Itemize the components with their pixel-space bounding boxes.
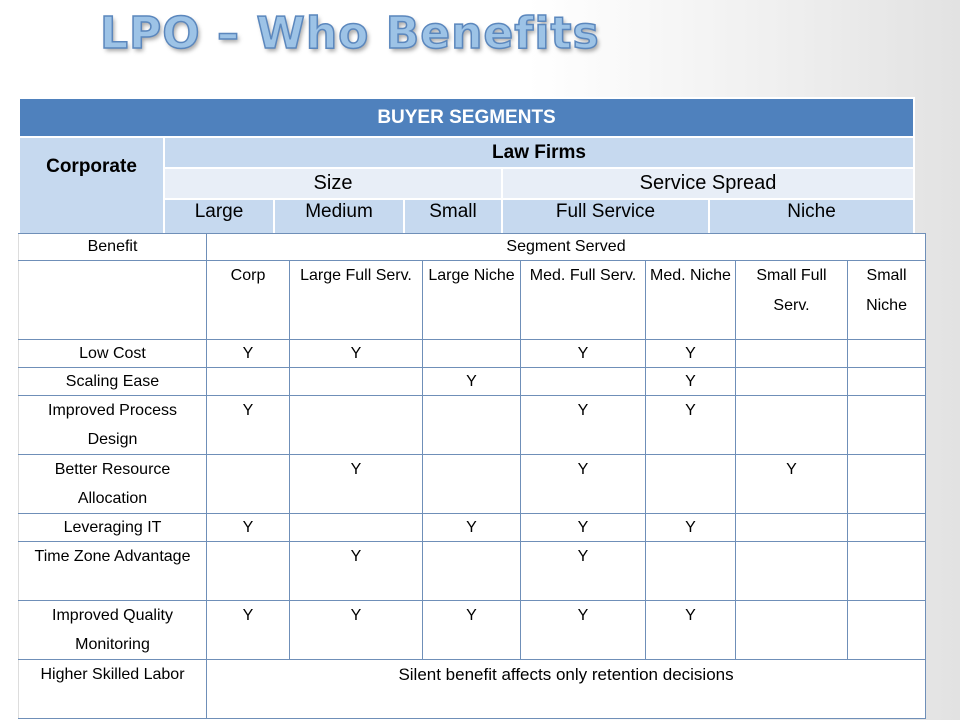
table-cell: Y: [520, 339, 646, 368]
table-cell: Y: [645, 513, 736, 542]
corporate-header: Corporate: [18, 136, 165, 236]
table-cell: Y: [206, 395, 290, 455]
table-row: Scaling Ease Y Y: [18, 367, 927, 396]
table-cell: Y: [422, 367, 521, 396]
table-cell: Y: [645, 600, 736, 660]
table-cell: [645, 541, 736, 601]
slide-title: LPO – Who Benefits: [99, 7, 600, 60]
table-cell: [645, 454, 736, 514]
benefit-label: Higher Skilled Labor: [18, 659, 207, 719]
table-cell: Y: [520, 541, 646, 601]
table-cell: Y: [645, 395, 736, 455]
size-header: Size: [163, 167, 503, 200]
medium-header: Medium: [273, 198, 405, 236]
column-header: Med. Niche: [645, 260, 736, 340]
benefit-column-header: Benefit: [18, 233, 207, 261]
table-cell: Y: [520, 513, 646, 542]
table-cell: [735, 541, 848, 601]
table-row: Time Zone Advantage Y Y: [18, 541, 927, 601]
table-cell: [846, 600, 927, 660]
table-cell: Y: [645, 367, 736, 396]
table-row: Improved Process Design Y Y Y: [18, 395, 927, 455]
table-cell: [289, 367, 423, 396]
benefit-label: Improved Quality Monitoring: [18, 600, 207, 660]
table-row: Higher Skilled Labor Silent benefit affe…: [18, 659, 927, 719]
table-cell: [422, 541, 521, 601]
table-cell: Y: [422, 513, 521, 542]
full-service-header: Full Service: [501, 198, 710, 236]
column-header: Large Niche: [422, 260, 521, 340]
benefit-label: Time Zone Advantage: [18, 541, 207, 601]
benefit-label: Better Resource Allocation: [18, 454, 207, 514]
table-cell: Y: [289, 454, 423, 514]
table-cell: [735, 339, 848, 368]
column-header: Med. Full Serv.: [520, 260, 646, 340]
table-cell: Y: [645, 339, 736, 368]
table-cell: Y: [520, 600, 646, 660]
table-row: Low Cost Y Y Y Y: [18, 339, 927, 368]
benefit-label: Scaling Ease: [18, 367, 207, 396]
table-cell: [289, 395, 423, 455]
small-header: Small: [403, 198, 503, 236]
table-cell: Y: [206, 600, 290, 660]
benefit-column-header-blank: [18, 260, 207, 340]
table-cell: [846, 513, 927, 542]
table-cell: Y: [289, 339, 423, 368]
column-header: Corp: [206, 260, 290, 340]
table-cell: Y: [206, 513, 290, 542]
table-cell: Y: [289, 600, 423, 660]
benefit-label: Low Cost: [18, 339, 207, 368]
table-cell: [422, 395, 521, 455]
table-cell: [422, 339, 521, 368]
segment-served-header: Segment Served: [205, 233, 927, 261]
table-cell: [846, 367, 927, 396]
table-cell: [206, 367, 290, 396]
niche-header: Niche: [707, 198, 916, 236]
table-row: Leveraging IT Y Y Y Y: [18, 513, 927, 542]
table-cell: [735, 367, 848, 396]
buyer-segments-table: BUYER SEGMENTS Corporate Law Firms Size …: [17, 97, 916, 236]
benefits-table: Benefit Segment Served Corp Large Full S…: [18, 233, 927, 719]
table-cell: [206, 541, 290, 601]
table-cell: [846, 395, 927, 455]
benefit-label: Leveraging IT: [18, 513, 207, 542]
table-row: Improved Quality Monitoring Y Y Y Y Y: [18, 600, 927, 660]
table-cell: [206, 454, 290, 514]
table-cell: [735, 600, 848, 660]
table-cell: Y: [520, 395, 646, 455]
law-firms-header: Law Firms: [162, 136, 916, 169]
table-cell: Y: [206, 339, 290, 368]
table-cell: [520, 367, 646, 396]
table-cell: [846, 339, 927, 368]
table-cell: Y: [735, 454, 848, 514]
table-cell: [422, 454, 521, 514]
table-cell: [846, 541, 927, 601]
table-cell: Y: [289, 541, 423, 601]
table-cell: Y: [422, 600, 521, 660]
column-header: Small Niche: [846, 260, 927, 340]
table-row: Better Resource Allocation Y Y Y: [18, 454, 927, 514]
silent-benefit-note: Silent benefit affects only retention de…: [205, 659, 927, 719]
large-header: Large: [163, 198, 275, 236]
benefit-label: Improved Process Design: [18, 395, 207, 455]
service-spread-header: Service Spread: [500, 167, 916, 200]
table-cell: [846, 454, 927, 514]
table-cell: Y: [520, 454, 646, 514]
table-cell: [735, 513, 848, 542]
column-header: Small Full Serv.: [735, 260, 848, 340]
table-cell: [735, 395, 848, 455]
buyer-segments-banner: BUYER SEGMENTS: [17, 97, 916, 138]
column-header: Large Full Serv.: [289, 260, 423, 340]
table-cell: [289, 513, 423, 542]
